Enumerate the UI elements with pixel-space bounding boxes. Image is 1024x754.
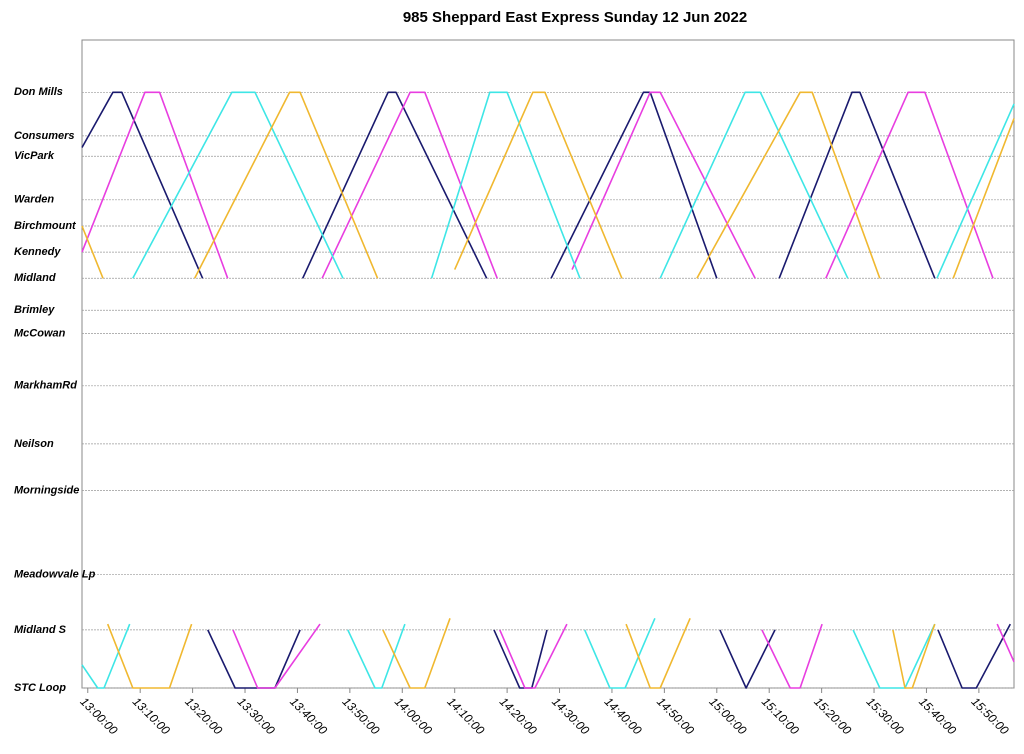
x-tick-label: 14:30:00 (549, 694, 592, 737)
series-line (81, 91, 1015, 689)
x-tick-label: 15:50:00 (969, 694, 1012, 737)
series-line (81, 91, 1012, 689)
chart-title: 985 Sheppard East Express Sunday 12 Jun … (403, 9, 747, 26)
x-tick-label: 15:30:00 (864, 694, 907, 737)
series-line (81, 91, 1015, 689)
x-tick-label: 15:00:00 (706, 694, 749, 737)
y-tick-label: Midland (14, 272, 56, 284)
y-tick-label: McCowan (14, 327, 66, 339)
y-tick-label: VicPark (14, 150, 55, 162)
y-tick-label: Midland S (14, 624, 67, 636)
y-tick-label: Don Mills (14, 86, 63, 98)
x-tick-label: 13:30:00 (235, 694, 278, 737)
x-tick-label: 14:40:00 (602, 694, 645, 737)
x-tick-label: 14:00:00 (392, 694, 435, 737)
x-tick-label: 13:10:00 (130, 694, 173, 737)
x-tick-label: 15:40:00 (916, 694, 959, 737)
y-tick-label: MarkhamRd (14, 380, 77, 392)
plot-frame (81, 39, 1015, 689)
y-tick-label: Morningside (14, 484, 79, 496)
y-tick-label: Kennedy (14, 246, 61, 258)
x-tick-label: 13:40:00 (287, 694, 330, 737)
y-tick-label: Birchmount (14, 220, 77, 232)
y-tick-label: Warden (14, 194, 54, 206)
y-tick-label: Consumers (14, 130, 75, 142)
y-tick-label: Neilson (14, 438, 54, 450)
x-tick-label: 14:20:00 (497, 694, 540, 737)
x-tick-label: 15:20:00 (811, 694, 854, 737)
x-tick-label: 13:50:00 (339, 694, 382, 737)
x-tick-label: 13:00:00 (77, 694, 120, 737)
x-tick-label: 14:10:00 (444, 694, 487, 737)
y-tick-label: STC Loop (14, 682, 66, 694)
y-tick-label: Meadowvale Lp (14, 569, 96, 581)
x-tick-label: 14:50:00 (654, 694, 697, 737)
y-tick-label: Brimley (14, 304, 55, 316)
x-tick-label: 13:20:00 (182, 694, 225, 737)
x-tick-label: 15:10:00 (759, 694, 802, 737)
series-line (81, 91, 1015, 689)
